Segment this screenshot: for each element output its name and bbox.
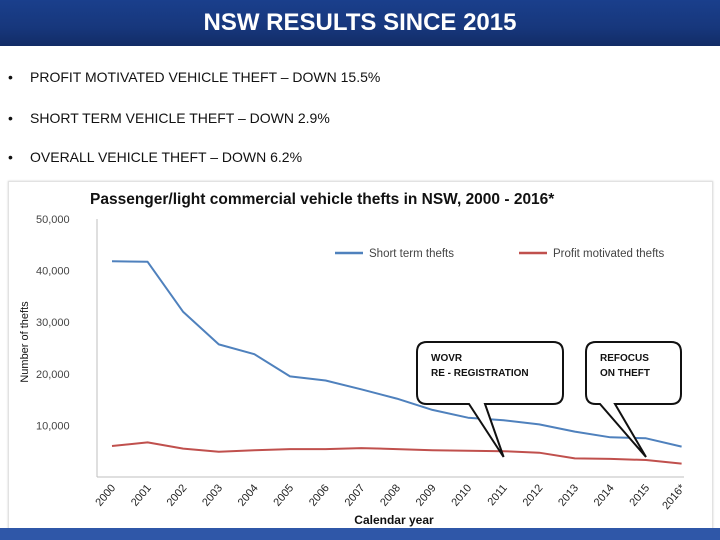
- x-tick-label: 2000: [93, 482, 118, 508]
- bullet-item-profit: • PROFIT MOTIVATED VEHICLE THEFT – DOWN 1…: [8, 64, 380, 90]
- x-tick-label: 2010: [449, 482, 474, 508]
- x-tick-label: 2015: [627, 482, 652, 508]
- chart-figure: Passenger/light commercial vehicle theft…: [8, 181, 713, 529]
- x-tick-label: 2006: [307, 482, 332, 508]
- x-tick-label: 2005: [271, 482, 296, 508]
- slide-title: NSW RESULTS SINCE 2015: [203, 9, 517, 36]
- y-tick-label: 50,000: [36, 214, 70, 226]
- x-tick-label: 2004: [236, 482, 261, 508]
- x-tick-label: 2014: [592, 482, 617, 508]
- x-tick-label: 2007: [343, 482, 368, 508]
- annotation-text: ON THEFT: [600, 368, 650, 379]
- chart-title: Passenger/light commercial vehicle theft…: [90, 191, 555, 208]
- x-tick-label: 2008: [378, 482, 403, 508]
- bullet-text: OVERALL VEHICLE THEFT – DOWN 6.2%: [30, 149, 303, 165]
- x-tick-label: 2009: [414, 482, 439, 508]
- annotation-callout-box: [585, 341, 682, 458]
- legend-label: Profit motivated thefts: [553, 248, 664, 260]
- line-chart: Passenger/light commercial vehicle theft…: [19, 191, 688, 527]
- short-term-thefts-line: [111, 260, 682, 448]
- annotation-text: WOVR: [431, 353, 463, 364]
- title-bar: NSW RESULTS SINCE 2015: [0, 0, 720, 46]
- y-axis-label: Number of thefts: [19, 301, 31, 383]
- y-tick-label: 30,000: [36, 317, 70, 329]
- bullet-marker: •: [8, 69, 13, 85]
- bullet-item-short-term: • SHORT TERM VEHICLE THEFT – DOWN 2.9%: [8, 105, 330, 131]
- bullet-marker: •: [8, 110, 13, 126]
- bullet-text: PROFIT MOTIVATED VEHICLE THEFT – DOWN 15…: [30, 69, 381, 85]
- bullet-marker: •: [8, 149, 13, 165]
- profit-motivated-thefts-line: [111, 441, 682, 465]
- annotation-callout-box: [416, 341, 564, 458]
- y-tick-label: 40,000: [36, 266, 70, 278]
- y-tick-label: 20,000: [36, 369, 70, 381]
- x-tick-label: 2013: [556, 482, 581, 508]
- bullet-text: SHORT TERM VEHICLE THEFT – DOWN 2.9%: [30, 110, 330, 126]
- x-tick-label: 2012: [521, 482, 546, 508]
- footer-bar: [0, 528, 720, 540]
- annotation-text: RE - REGISTRATION: [431, 368, 529, 379]
- bullet-item-overall: • OVERALL VEHICLE THEFT – DOWN 6.2%: [8, 144, 302, 170]
- x-tick-label: 2002: [165, 482, 190, 508]
- y-tick-label: 10,000: [36, 420, 70, 432]
- x-tick-label: 2003: [200, 482, 225, 508]
- annotation-text: REFOCUS: [600, 353, 649, 364]
- x-tick-label: 2016*: [660, 482, 688, 512]
- x-tick-label: 2011: [485, 482, 509, 508]
- legend-label: Short term thefts: [369, 248, 454, 260]
- x-axis-label: Calendar year: [354, 513, 434, 527]
- x-tick-label: 2001: [129, 482, 154, 508]
